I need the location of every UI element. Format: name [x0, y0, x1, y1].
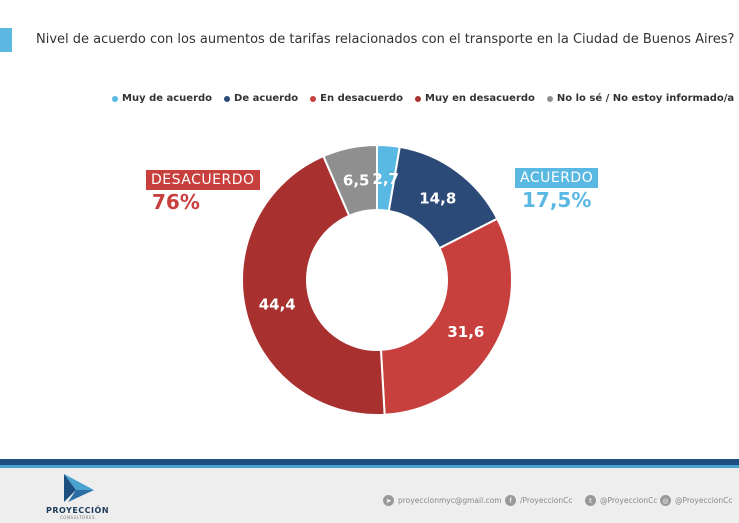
- slice-value-label: 31,6: [447, 323, 484, 341]
- footer-email[interactable]: ➤ proyeccionmyc@gmail.com: [383, 495, 502, 506]
- legend-swatch: [112, 95, 118, 102]
- slice-value-label: 44,4: [259, 296, 296, 314]
- group-percent-desacuerdo: 76%: [152, 190, 200, 214]
- donut-slice: [379, 217, 513, 416]
- group-percent-acuerdo: 17,5%: [522, 188, 592, 212]
- chart-title: Nivel de acuerdo con los aumentos de tar…: [36, 32, 735, 47]
- footer-divider-dark: [0, 459, 739, 465]
- slice-value-label: 2,7: [372, 170, 399, 188]
- legend-item: En desacuerdo: [310, 93, 403, 104]
- legend-label: No lo sé / No estoy informado/a: [556, 93, 735, 104]
- legend-label: Muy en desacuerdo: [425, 93, 535, 104]
- slice-value-label: 14,8: [419, 189, 456, 207]
- legend-swatch: [224, 95, 231, 102]
- legend-label: De acuerdo: [234, 93, 299, 104]
- logo-icon: [64, 474, 94, 502]
- footer-divider-light: [0, 465, 739, 468]
- legend-swatch: [546, 95, 553, 102]
- footer-instagram[interactable]: ◎ @ProyeccionCc: [660, 495, 732, 506]
- facebook-icon: f: [505, 495, 516, 506]
- group-label-desacuerdo: DESACUERDO: [146, 170, 260, 190]
- facebook-text: /ProyeccionCc: [520, 496, 573, 505]
- donut-slice: [241, 154, 386, 416]
- title-accent-bar: [0, 28, 12, 52]
- legend: Muy de acuerdo De acuerdo En desacuerdo …: [112, 93, 734, 104]
- donut-slice: [322, 143, 378, 218]
- donut-chart: 2,7 14,8 31,6 44,4 6,5: [241, 143, 513, 416]
- legend-label: Muy de acuerdo: [122, 93, 213, 104]
- twitter-icon: t: [585, 495, 596, 506]
- footer-twitter[interactable]: t @ProyeccionCc: [585, 495, 657, 506]
- instagram-text: @ProyeccionCc: [675, 496, 733, 505]
- legend-item: No lo sé / No estoy informado/a: [546, 93, 735, 104]
- legend-swatch: [310, 95, 317, 102]
- footer-facebook[interactable]: f/ProyeccionCc: [505, 495, 573, 506]
- send-icon: ➤: [383, 495, 394, 506]
- email-text: proyeccionmyc@gmail.com: [398, 496, 502, 505]
- group-label-acuerdo: ACUERDO: [515, 168, 599, 188]
- legend-swatch: [415, 95, 422, 102]
- legend-label: En desacuerdo: [320, 93, 404, 104]
- instagram-icon: ◎: [660, 495, 671, 506]
- twitter-text: @ProyeccionCc: [600, 496, 658, 505]
- legend-item: De acuerdo: [224, 93, 298, 104]
- brand-name: PROYECCIÓN: [46, 506, 110, 515]
- legend-item: Muy de acuerdo: [112, 93, 212, 104]
- legend-item: Muy en desacuerdo: [415, 93, 535, 104]
- brand-subtitle: CONSULTORES: [60, 515, 96, 520]
- footer: [0, 468, 739, 523]
- slice-value-label: 6,5: [343, 172, 370, 190]
